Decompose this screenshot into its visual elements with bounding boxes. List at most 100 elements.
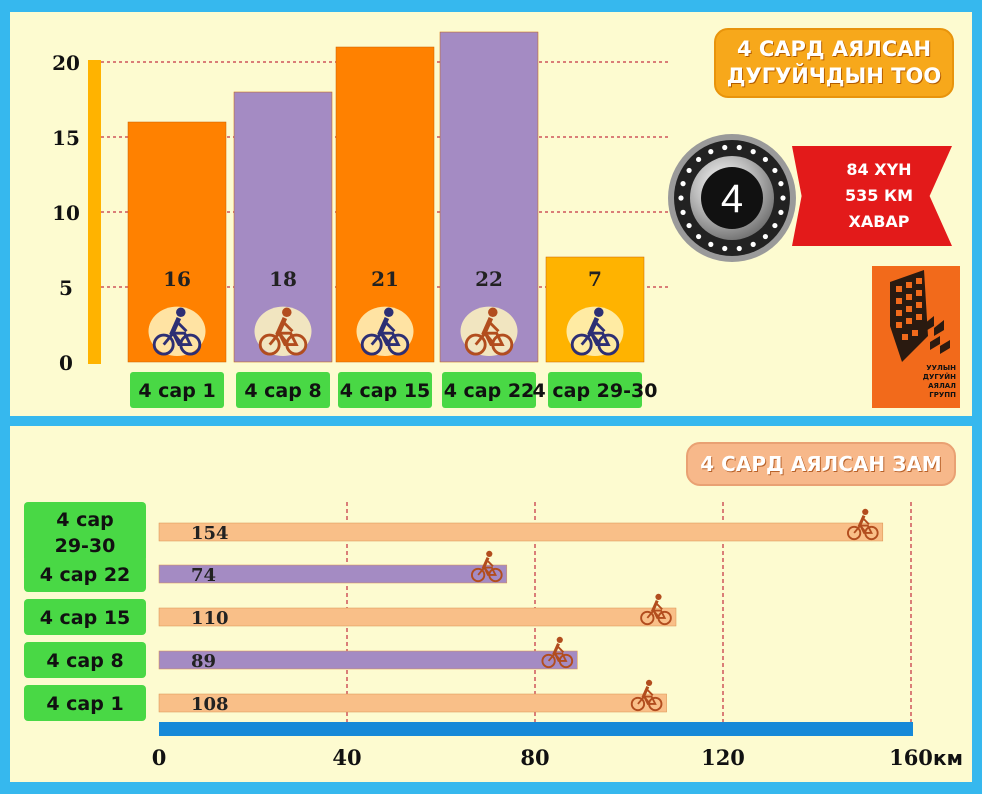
rider-head (488, 307, 498, 318)
rider-arm (487, 320, 500, 333)
badge-star (680, 209, 686, 215)
bicycle-icon (470, 550, 503, 583)
category-pill (236, 372, 330, 408)
category-label: 4 сар 22 (444, 380, 535, 402)
rider-leg (554, 652, 561, 661)
rider-arm (645, 688, 654, 696)
bar-value-label: 16 (163, 267, 191, 291)
category-pill (338, 372, 432, 408)
rider-head (282, 307, 292, 318)
logo-line: ДУГУЙН (922, 373, 956, 381)
bar (158, 693, 667, 713)
x-tick-label: 40 (332, 745, 361, 770)
badge-star (686, 167, 692, 174)
rider-body (169, 317, 182, 337)
rider-arm (556, 645, 565, 653)
rider-head (556, 636, 563, 643)
y-tick-label: 5 (59, 276, 73, 300)
bar-value-label: 108 (191, 694, 229, 715)
bicycle-wheel (470, 567, 486, 583)
distance-bar-chart: 0 40 80 120 160 км 154 4 сар 29-30 74 4 сар 22 110 4… (24, 502, 963, 770)
badge-star (678, 195, 684, 201)
y-tick-label: 10 (52, 201, 80, 225)
rider-leg (278, 332, 288, 344)
rider-leg (643, 695, 650, 704)
bar-value-label: 110 (191, 608, 229, 629)
bar-value-label: 22 (475, 267, 503, 291)
bar (158, 650, 578, 670)
logo-text: УУЛЫН ДУГУЙН АЯЛАЛ ГРУПП (872, 364, 956, 400)
category-label: 4 сар 29-30 (533, 380, 658, 402)
rider-arm (175, 320, 188, 333)
rider-leg (172, 332, 182, 344)
category-pill (24, 599, 146, 635)
badge-star (750, 149, 756, 155)
rider-head (384, 307, 394, 318)
rider-head (594, 307, 604, 318)
category-pill (442, 372, 536, 408)
bar-value-label: 89 (191, 651, 216, 672)
bar-value-label: 21 (371, 267, 399, 291)
rider-leg (484, 332, 494, 344)
bar-value-label: 154 (191, 523, 229, 544)
rider-body (857, 514, 866, 528)
riders-title-line1: 4 САРД АЯЛСАН (736, 37, 932, 61)
y-tick-label: 0 (59, 351, 73, 375)
logo-line: АЯЛАЛ (928, 382, 956, 390)
rider-head (655, 593, 662, 600)
bicycle-wheel (640, 610, 655, 626)
bicycle-wheel (464, 333, 487, 356)
category-pill (24, 556, 146, 592)
x-axis-bar (159, 722, 913, 736)
bar (158, 607, 677, 627)
daily-riders-panel: 0 5 10 15 20 16 4 сар 1 18 4 сар 8 21 4 сар 15 22 4 … (10, 12, 972, 416)
month-badge: 4 (668, 134, 796, 262)
rider-head (645, 679, 653, 686)
bicycle-wheel (360, 333, 383, 356)
rider-head (862, 508, 869, 515)
category-label: 4 сар (56, 509, 114, 531)
badge-star (680, 181, 686, 187)
badge-star (686, 222, 692, 229)
badge-star (722, 245, 728, 252)
badge-star (778, 209, 784, 215)
badge-star (762, 233, 768, 240)
badge-star (708, 149, 714, 155)
bar-value-label: 18 (269, 267, 297, 291)
badge-star (708, 241, 714, 247)
category-label: 4 сар 8 (244, 380, 321, 402)
bar-value-label: 74 (191, 565, 216, 586)
bicycle-wheel (258, 333, 281, 356)
rider-body (481, 317, 494, 337)
badge-star (762, 156, 768, 163)
category-label: 4 сар 1 (46, 693, 123, 715)
category-pill (24, 502, 146, 562)
ribbon-people: 84 ХҮН (846, 160, 912, 179)
bicycle-icon (460, 306, 518, 356)
badge-star (772, 167, 778, 174)
badge-number: 4 (721, 177, 743, 221)
x-tick-label: 120 (701, 745, 745, 770)
bar (158, 522, 884, 542)
logo-building-icon (890, 270, 950, 362)
y-tick-label: 20 (52, 51, 80, 75)
rider-arm (862, 517, 870, 525)
bicycle-icon (846, 508, 879, 541)
y-tick-label: 15 (52, 126, 80, 150)
badge-star (696, 156, 702, 163)
category-label: 4 сар 1 (138, 380, 215, 402)
rider-head (176, 307, 186, 318)
distance-chart-title: 4 САРД АЯЛСАН ЗАМ (686, 442, 956, 486)
x-axis-unit: км (933, 746, 963, 770)
distance-panel: 0 40 80 120 160 км 154 4 сар 29-30 74 4 сар 22 110 4… (10, 426, 972, 782)
rider-arm (655, 602, 663, 610)
category-label: 29-30 (55, 535, 116, 557)
rider-leg (380, 332, 390, 344)
bicycle-wheel (570, 333, 593, 356)
x-tick-label: 80 (520, 745, 549, 770)
badge-star (696, 233, 702, 240)
rider-body (377, 317, 390, 337)
logo-line: УУЛЫН (926, 364, 956, 372)
badge-inner-disc (701, 167, 763, 229)
rider-arm (486, 559, 494, 567)
